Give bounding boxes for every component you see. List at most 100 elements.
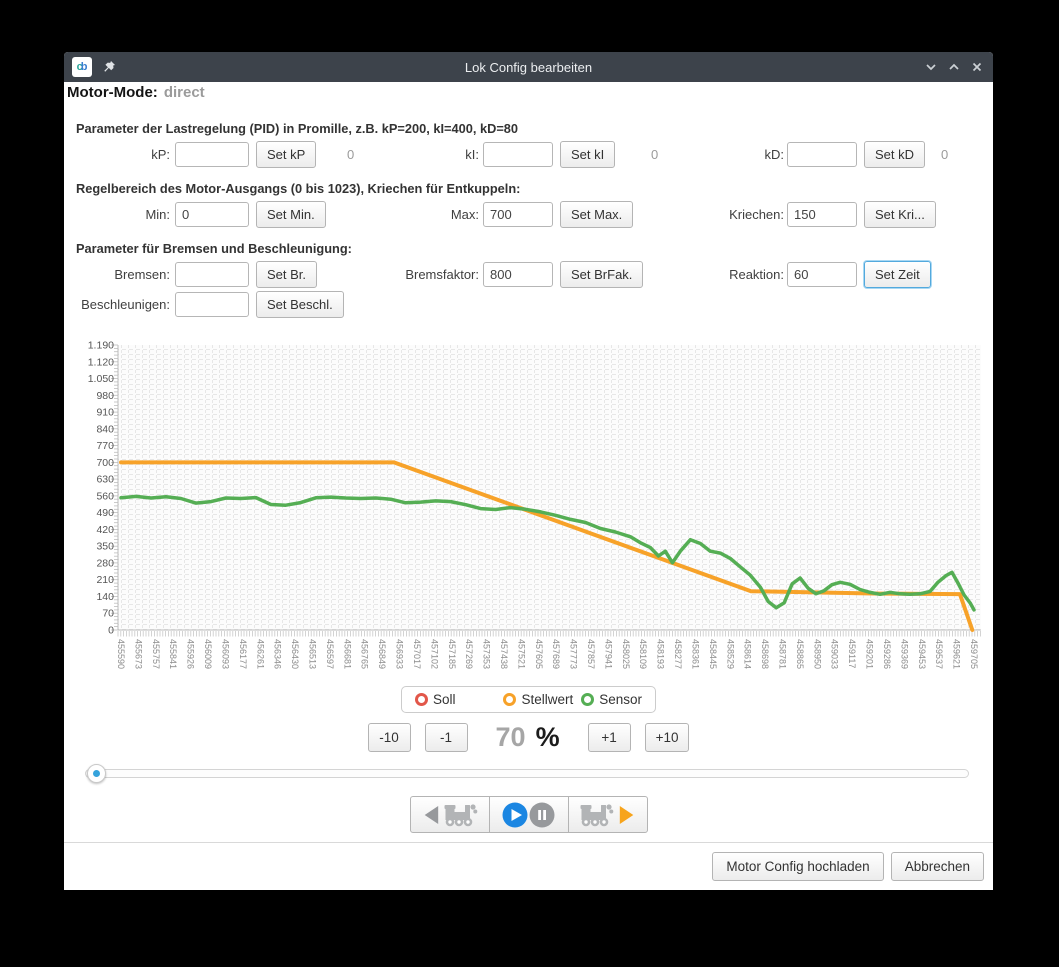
locomotive-icon: [444, 804, 477, 827]
svg-text:456933: 456933: [395, 639, 405, 669]
svg-text:457941: 457941: [603, 639, 613, 669]
play-pause-button[interactable]: [488, 796, 569, 833]
drive-backward-button[interactable]: [409, 796, 490, 833]
min-input[interactable]: [175, 202, 249, 227]
legend-label: Soll: [432, 692, 456, 707]
svg-text:210: 210: [96, 574, 114, 586]
set-brfak-button[interactable]: Set BrFak.: [560, 261, 644, 288]
field-label-max: Max:: [450, 207, 479, 222]
kd-current-value: 0: [941, 147, 949, 162]
speed-controls: -10 -1 70 % +1 +10: [64, 722, 993, 753]
field-row: kP: Set kP 0 kI: Set kI 0 kD: Set kD 0: [64, 141, 993, 168]
field-label-bremsen: Bremsen:: [114, 267, 170, 282]
pid-section-heading: Parameter der Lastregelung (PID) in Prom…: [76, 121, 519, 136]
motor-chart: 0 70 140 210 280 350 420 490 560 630 700 770 840 910 9…: [80, 340, 985, 690]
legend-marker-icon: [503, 693, 517, 706]
field-row: Bremsen: Set Br. Bremsfaktor: Set BrFak. Rea…: [64, 261, 993, 288]
svg-text:455926: 455926: [186, 639, 196, 669]
set-br-button[interactable]: Set Br.: [256, 261, 318, 288]
set-max-button[interactable]: Set Max.: [560, 201, 634, 228]
set-kd-button[interactable]: Set kD: [864, 141, 926, 168]
svg-text:459705: 459705: [969, 639, 979, 669]
svg-text:458781: 458781: [778, 639, 788, 669]
svg-text:459117: 459117: [847, 639, 857, 668]
svg-text:458025: 458025: [621, 639, 631, 669]
svg-text:840: 840: [96, 423, 114, 435]
set-zeit-button[interactable]: Set Zeit: [864, 261, 931, 288]
speed-minus-10-button[interactable]: -10: [367, 723, 411, 752]
kp-input[interactable]: [175, 142, 249, 167]
motor-mode-value: direct: [163, 84, 205, 101]
svg-text:457773: 457773: [569, 639, 579, 669]
beschleunigen-input[interactable]: [175, 292, 249, 317]
set-kri-button[interactable]: Set Kri...: [864, 201, 936, 228]
svg-text:456765: 456765: [360, 639, 370, 669]
svg-text:459369: 459369: [899, 639, 909, 669]
legend-item-sensor[interactable]: Sensor: [581, 692, 642, 707]
bremsen-input[interactable]: [175, 262, 249, 287]
svg-text:457102: 457102: [429, 639, 439, 669]
slider-handle-dot: [93, 770, 100, 777]
svg-text:456093: 456093: [220, 639, 230, 669]
minimize-icon[interactable]: [923, 59, 939, 75]
field-row: Min: Set Min. Max: Set Max. Kriechen: Set Kri…: [64, 201, 993, 228]
speed-plus-1-button[interactable]: +1: [587, 723, 631, 752]
svg-text:459286: 459286: [882, 639, 892, 669]
svg-text:457605: 457605: [534, 639, 544, 669]
svg-text:456009: 456009: [203, 639, 213, 669]
svg-text:458445: 458445: [708, 639, 718, 669]
set-min-button[interactable]: Set Min.: [256, 201, 326, 228]
field-label-kd: kD:: [764, 147, 785, 162]
speed-plus-10-button[interactable]: +10: [644, 723, 690, 752]
legend-item-soll[interactable]: Soll: [414, 692, 456, 707]
svg-text:455590: 455590: [116, 639, 126, 669]
slider-handle[interactable]: [87, 764, 106, 783]
svg-text:456849: 456849: [377, 639, 387, 669]
maximize-icon[interactable]: [946, 59, 962, 75]
svg-text:455757: 455757: [151, 639, 161, 669]
speed-minus-1-button[interactable]: -1: [424, 723, 468, 752]
bremsfaktor-input[interactable]: [483, 262, 553, 287]
close-icon[interactable]: [969, 59, 985, 75]
set-ki-button[interactable]: Set kI: [560, 141, 616, 168]
ki-current-value: 0: [651, 147, 659, 162]
cancel-button[interactable]: Abbrechen: [890, 852, 984, 881]
svg-text:457689: 457689: [551, 639, 561, 669]
locomotive-icon: [580, 804, 613, 827]
svg-text:630: 630: [96, 474, 114, 486]
speed-unit: %: [535, 722, 560, 752]
speed-slider[interactable]: [85, 764, 969, 783]
kriechen-input[interactable]: [787, 202, 857, 227]
field-label-kriechen: Kriechen:: [729, 207, 784, 222]
svg-text:457353: 457353: [482, 639, 492, 669]
drive-forward-button[interactable]: [567, 796, 648, 833]
ki-input[interactable]: [483, 142, 553, 167]
pin-icon[interactable]: [102, 60, 116, 74]
legend-marker-icon: [414, 693, 428, 706]
range-section-heading: Regelbereich des Motor-Ausgangs (0 bis 1…: [76, 181, 521, 196]
upload-motor-config-button[interactable]: Motor Config hochladen: [712, 852, 884, 881]
svg-text:458109: 458109: [638, 639, 648, 669]
svg-text:1.120: 1.120: [88, 356, 114, 368]
svg-text:700: 700: [96, 457, 114, 469]
max-input[interactable]: [483, 202, 553, 227]
slider-track[interactable]: [85, 769, 969, 778]
svg-text:456430: 456430: [290, 639, 300, 669]
set-kp-button[interactable]: Set kP: [256, 141, 317, 168]
legend-item-stellwert[interactable]: Stellwert: [503, 692, 573, 707]
window-title: Lok Config bearbeiten: [464, 59, 593, 75]
kd-input[interactable]: [787, 142, 857, 167]
svg-text:457521: 457521: [516, 639, 526, 669]
transport-controls: [64, 796, 993, 833]
svg-text:456261: 456261: [255, 639, 265, 669]
set-beschl-button[interactable]: Set Beschl.: [256, 291, 344, 318]
svg-text:1.190: 1.190: [88, 340, 114, 352]
legend-label: Sensor: [599, 692, 643, 707]
svg-text:458529: 458529: [725, 639, 735, 669]
svg-text:350: 350: [96, 541, 114, 553]
reaktion-input[interactable]: [787, 262, 857, 287]
triangle-right-icon: [619, 805, 633, 824]
motor-mode-line: Motor-Mode: direct: [67, 84, 205, 101]
